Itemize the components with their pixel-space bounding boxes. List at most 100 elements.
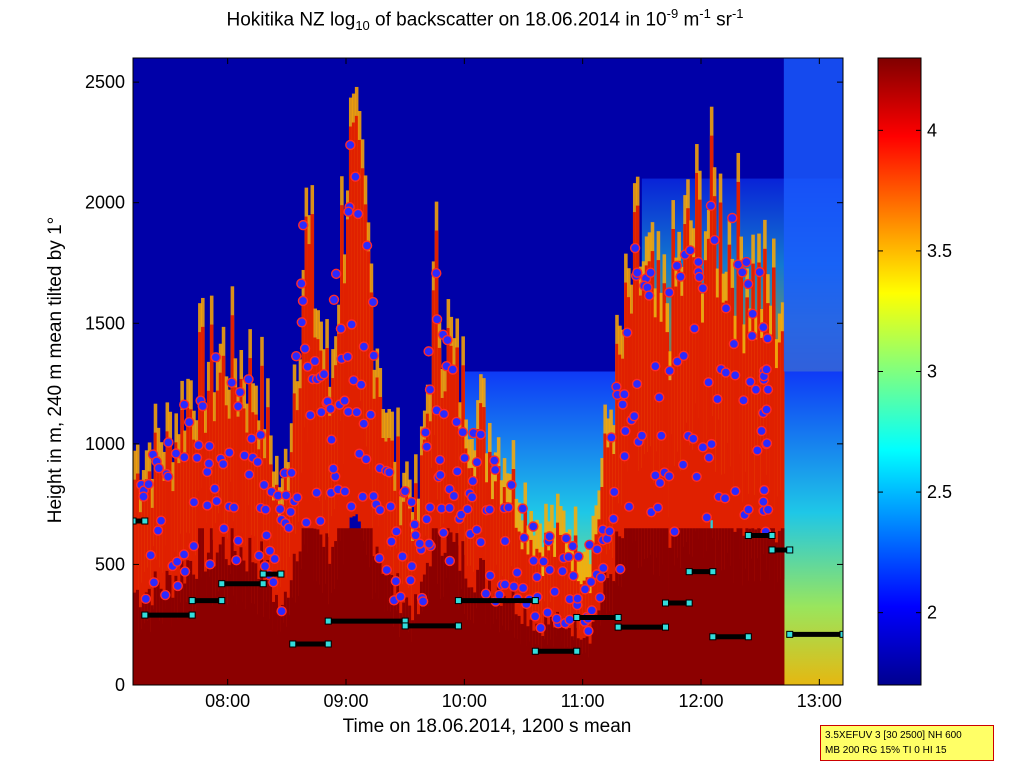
field-column-core bbox=[635, 205, 640, 542]
field-column-core bbox=[644, 265, 649, 560]
field-column-core bbox=[434, 230, 439, 549]
field-column-core bbox=[431, 290, 436, 567]
field-column-base bbox=[706, 528, 711, 685]
mixing-height-end-marker bbox=[573, 647, 581, 655]
layer-top-marker bbox=[609, 486, 620, 498]
layer-top-marker bbox=[280, 490, 292, 501]
field-column-core bbox=[656, 260, 661, 558]
field-column-base bbox=[150, 605, 155, 685]
field-column-core bbox=[165, 431, 170, 609]
field-column-base bbox=[135, 589, 140, 685]
field-column-base bbox=[647, 528, 652, 685]
field-column-base bbox=[319, 534, 323, 685]
field-column-base bbox=[266, 559, 270, 685]
field-column-core bbox=[760, 337, 764, 581]
field-column-core bbox=[529, 539, 533, 642]
layer-top-marker bbox=[754, 266, 765, 278]
layer-top-marker bbox=[361, 240, 373, 251]
field-column-core bbox=[257, 449, 261, 615]
field-column-core bbox=[396, 436, 400, 611]
layer-top-marker bbox=[152, 525, 164, 536]
field-column-core bbox=[221, 355, 226, 587]
field-column-base bbox=[260, 541, 264, 685]
layer-top-marker bbox=[160, 589, 171, 601]
layer-top-marker bbox=[567, 540, 578, 552]
layer-top-marker bbox=[253, 550, 265, 561]
field-column-core bbox=[266, 407, 270, 602]
x-tick-label: 11:00 bbox=[561, 691, 605, 711]
layer-top-marker bbox=[204, 440, 215, 452]
field-column-core bbox=[387, 437, 391, 611]
field-column-core bbox=[251, 412, 255, 604]
layer-top-marker bbox=[345, 139, 356, 151]
mixing-height-end-marker bbox=[709, 568, 717, 576]
mixing-height-end-marker bbox=[768, 531, 776, 539]
field-column-base bbox=[245, 571, 249, 685]
field-column-core bbox=[212, 421, 217, 606]
field-column-core bbox=[215, 390, 220, 597]
field-column-base bbox=[470, 587, 474, 685]
field-column-base bbox=[677, 528, 681, 685]
field-column-base bbox=[461, 541, 465, 685]
mixing-height-start-marker bbox=[662, 599, 669, 607]
field-column-base bbox=[334, 541, 338, 685]
mixing-height-start-marker bbox=[289, 640, 297, 648]
field-column-core bbox=[446, 327, 451, 578]
field-column-core bbox=[301, 298, 306, 570]
layer-top-marker bbox=[654, 477, 666, 489]
layer-top-marker bbox=[629, 242, 641, 254]
infobox-line-2: MB 200 RG 15% TI 0 HI 15 bbox=[825, 745, 947, 756]
colorbar bbox=[877, 57, 922, 686]
layer-top-marker bbox=[260, 504, 271, 515]
field-column-base bbox=[254, 563, 258, 685]
field-column-core bbox=[340, 205, 344, 542]
field-column-core bbox=[686, 208, 690, 542]
layer-top-marker bbox=[689, 323, 700, 334]
layer-top-marker bbox=[720, 367, 732, 378]
layer-top-marker bbox=[615, 563, 626, 575]
field-column-base bbox=[446, 528, 451, 685]
field-column-base bbox=[668, 547, 673, 685]
field-column-core bbox=[561, 539, 566, 642]
field-column-base bbox=[579, 639, 584, 685]
layer-top-marker bbox=[315, 515, 326, 527]
field-column-core bbox=[304, 216, 309, 545]
field-column-base bbox=[482, 559, 486, 685]
layer-top-marker bbox=[484, 570, 496, 581]
field-column-base bbox=[340, 528, 344, 685]
field-column-base bbox=[242, 560, 247, 685]
x-tick-label: 13:00 bbox=[797, 691, 842, 711]
layer-top-marker bbox=[542, 607, 553, 618]
field-column-core bbox=[272, 500, 276, 630]
field-column-base bbox=[632, 528, 637, 685]
field-column-core bbox=[748, 337, 752, 581]
layer-top-marker bbox=[330, 268, 342, 280]
field-column-base bbox=[257, 578, 261, 685]
field-column-core bbox=[147, 471, 152, 621]
field-column-base bbox=[390, 575, 394, 685]
field-column-base bbox=[434, 528, 439, 685]
mixing-height-start-marker bbox=[768, 546, 776, 554]
field-column-core bbox=[659, 321, 664, 577]
field-column-base bbox=[627, 528, 631, 685]
field-column-core bbox=[402, 501, 406, 631]
field-column-core bbox=[508, 502, 513, 631]
field-column-core bbox=[730, 287, 735, 566]
field-column-core bbox=[260, 365, 264, 590]
plot-frame bbox=[132, 57, 844, 686]
field-column-core bbox=[428, 421, 433, 606]
layer-top-markers bbox=[133, 139, 843, 655]
x-tick-label: 10:00 bbox=[442, 691, 487, 711]
field-column-core bbox=[242, 408, 247, 603]
layer-top-marker bbox=[202, 500, 213, 511]
colorbar-tick-label: 4 bbox=[927, 120, 937, 140]
field-column-core bbox=[133, 479, 137, 624]
field-column-base bbox=[650, 528, 655, 685]
layer-top-marker bbox=[475, 536, 486, 548]
field-column-core bbox=[671, 229, 675, 549]
mixing-height-start-marker bbox=[531, 647, 539, 655]
layer-top-marker bbox=[551, 613, 562, 624]
field-column-base bbox=[233, 551, 238, 685]
field-column-base bbox=[656, 528, 661, 685]
field-column-base bbox=[695, 528, 699, 685]
